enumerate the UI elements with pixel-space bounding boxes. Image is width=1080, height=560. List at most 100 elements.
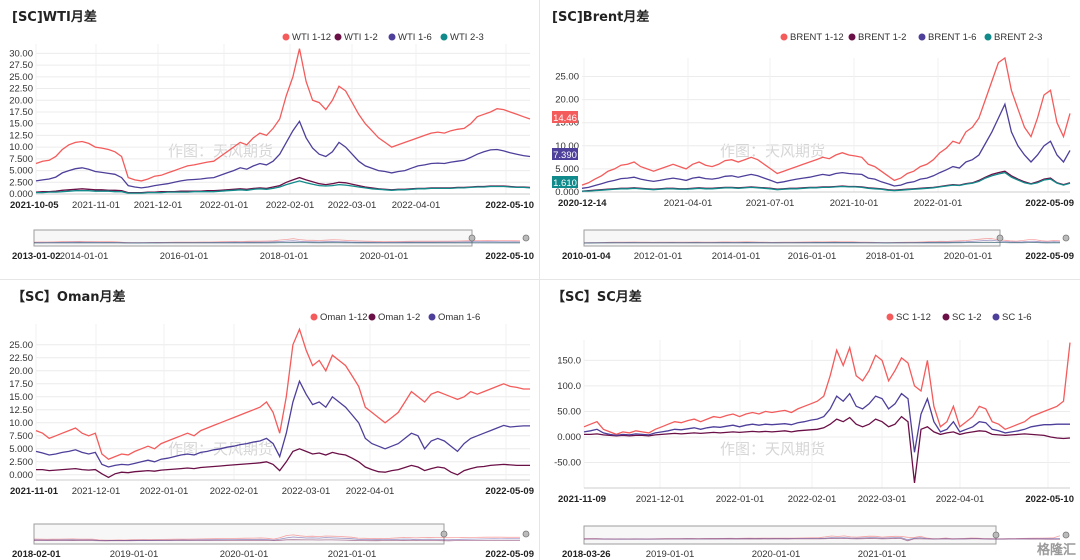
x-tick-label: 2021-10-05 xyxy=(10,200,59,211)
navigator-tick-label: 2014-01-01 xyxy=(60,251,109,262)
legend-label: WTI 2-3 xyxy=(450,32,484,43)
legend-label: WTI 1-2 xyxy=(344,32,378,43)
y-tick-label: 17.50 xyxy=(9,379,33,390)
x-tick-label: 2022-03-01 xyxy=(282,486,331,497)
navigator-handle xyxy=(468,234,476,242)
navigator-tick-label: 2012-01-01 xyxy=(634,251,683,262)
x-tick-label: 2021-07-01 xyxy=(746,198,795,209)
x-tick-label: 2022-04-01 xyxy=(346,486,395,497)
legend-label: BRENT 1-6 xyxy=(928,32,976,43)
y-tick-label: 2.500 xyxy=(9,457,33,468)
watermark-text: 作图：天风期货 xyxy=(720,142,825,160)
x-tick-label: 2022-01-01 xyxy=(140,486,189,497)
legend-label: WTI 1-6 xyxy=(398,32,432,43)
navigator-tick-label: 2010-01-04 xyxy=(562,251,611,262)
y-tick-label: 15.00 xyxy=(9,119,33,130)
legend-label: SC 1-12 xyxy=(896,312,931,323)
y-tick-label: 5.000 xyxy=(9,166,33,177)
y-tick-label: 10.00 xyxy=(9,418,33,429)
legend-marker xyxy=(310,313,318,321)
x-tick-label: 2020-12-14 xyxy=(558,198,607,209)
y-tick-label: 12.50 xyxy=(9,130,33,141)
y-tick-label: 22.50 xyxy=(9,353,33,364)
navigator-tick-label: 2020-01-01 xyxy=(220,549,269,560)
navigator-tick-label: 2019-01-01 xyxy=(646,549,695,560)
navigator-series-0 xyxy=(33,238,521,243)
last-value-label: 1.610 xyxy=(553,178,577,189)
y-tick-label: 15.00 xyxy=(555,118,579,129)
series-line-1 xyxy=(35,176,531,194)
y-tick-label: 7.500 xyxy=(9,154,33,165)
brent-chart: 作图：天风期货 0.000 5.000 10.00 15.00 20.00 25.00 202… xyxy=(552,32,1074,262)
series-line-3 xyxy=(36,180,531,194)
y-tick-label: 25.00 xyxy=(555,71,579,82)
navigator-tick-label: 2020-01-01 xyxy=(360,251,409,262)
y-tick-label: 150.0 xyxy=(557,355,581,366)
navigator-tick-label: 2019-01-01 xyxy=(110,549,159,560)
legend-label: SC 1-6 xyxy=(1002,312,1032,323)
navigator-tick-label: 2022-05-10 xyxy=(485,251,534,262)
oman-panel: 【SC】Oman月差 作图：天风期货 0.000 2.500 5.000 7.500 10… xyxy=(0,280,540,560)
legend-marker xyxy=(428,313,436,321)
legend-marker xyxy=(282,33,290,41)
navigator-tick-label: 2016-01-01 xyxy=(788,251,837,262)
navigator-tick-label: 2020-01-01 xyxy=(944,251,993,262)
y-tick-label: 30.00 xyxy=(9,48,33,59)
series-line-2 xyxy=(35,119,531,189)
navigator-tick-label: 2022-05-09 xyxy=(1025,251,1074,262)
panel-title: 【SC】Oman月差 xyxy=(12,290,126,305)
x-tick-label: 2021-11-09 xyxy=(558,494,606,505)
legend-label: BRENT 2-3 xyxy=(994,32,1042,43)
legend-marker xyxy=(984,33,992,41)
navigator-tick-label: 2020-01-01 xyxy=(752,549,801,560)
x-tick-label: 2022-02-01 xyxy=(788,494,837,505)
series-line-1 xyxy=(36,448,530,479)
x-tick-label: 2021-04-01 xyxy=(664,198,713,209)
series-line-2 xyxy=(35,379,530,468)
series-line-2 xyxy=(583,392,1070,453)
navigator-tick-label: 2021-01-01 xyxy=(328,549,377,560)
y-tick-label: 5.000 xyxy=(9,444,33,455)
legend-label: Oman 1-2 xyxy=(378,312,420,323)
legend-label: BRENT 1-2 xyxy=(858,32,906,43)
series-line-0 xyxy=(35,48,531,182)
legend-marker xyxy=(992,313,1000,321)
legend-marker xyxy=(440,33,448,41)
navigator-tick-label: 2016-01-01 xyxy=(160,251,209,262)
navigator-handle xyxy=(992,531,1000,539)
legend-marker xyxy=(848,33,856,41)
x-tick-label: 2022-04-01 xyxy=(936,494,985,505)
navigator-tick-label: 2021-01-01 xyxy=(858,549,907,560)
legend-marker xyxy=(780,33,788,41)
y-tick-label: 20.00 xyxy=(9,95,33,106)
x-tick-label: 2022-01-01 xyxy=(716,494,765,505)
corner-logo: 格隆汇 xyxy=(1036,543,1076,558)
series-line-2 xyxy=(581,102,1071,189)
x-tick-label: 2021-11-01 xyxy=(72,200,120,211)
navigator-tick-label: 2018-02-01 xyxy=(12,549,61,560)
navigator-tick-label: 2014-01-01 xyxy=(712,251,761,262)
last-value-label: 14.46 xyxy=(553,113,577,124)
legend-label: Oman 1-12 xyxy=(320,312,368,323)
y-tick-label: 2.500 xyxy=(9,177,33,188)
navigator-series-2 xyxy=(583,537,1060,541)
x-tick-label: 2022-05-09 xyxy=(1025,198,1074,209)
navigator-tick-label: 2022-05-09 xyxy=(485,549,534,560)
legend-marker xyxy=(334,33,342,41)
legend-label: WTI 1-12 xyxy=(292,32,331,43)
divider-horizontal xyxy=(0,279,1080,280)
navigator-window xyxy=(33,229,473,247)
navigator-tick-label: 2018-03-26 xyxy=(562,549,611,560)
series-line-3 xyxy=(582,171,1071,192)
wti-panel: [SC]WTI月差 作图：天风期货 0.000 2.500 5.000 7.500 10.… xyxy=(0,0,540,280)
legend-marker xyxy=(886,313,894,321)
watermark-text: 作图：天风期货 xyxy=(168,142,273,160)
legend-marker xyxy=(388,33,396,41)
x-tick-label: 2022-04-01 xyxy=(392,200,441,211)
series-line-0 xyxy=(583,342,1071,436)
y-tick-label: 5.000 xyxy=(555,164,579,175)
wti-chart: 作图：天风期货 0.0002.5005.0007.50010.0012.5015.… xyxy=(9,32,534,262)
y-tick-label: 17.50 xyxy=(9,107,33,118)
panel-title: 【SC】SC月差 xyxy=(552,290,642,305)
x-tick-label: 2022-05-10 xyxy=(1025,494,1074,505)
